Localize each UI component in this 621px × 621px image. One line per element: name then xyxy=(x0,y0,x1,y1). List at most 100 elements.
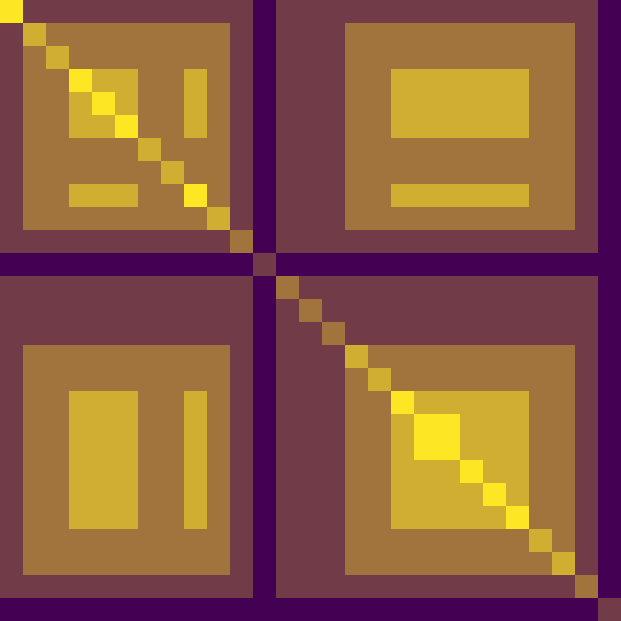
cell xyxy=(437,253,461,277)
cell xyxy=(437,414,461,438)
cell xyxy=(207,207,231,231)
cell xyxy=(46,529,70,553)
cell xyxy=(253,322,277,346)
cell xyxy=(184,161,208,185)
cell xyxy=(184,414,208,438)
cell xyxy=(345,23,369,47)
cells xyxy=(0,0,621,621)
cell xyxy=(23,598,47,621)
cell xyxy=(598,391,621,415)
cell xyxy=(115,391,139,415)
cell xyxy=(391,483,415,507)
cell xyxy=(253,299,277,323)
cell xyxy=(161,69,185,93)
cell xyxy=(460,437,484,461)
cell xyxy=(529,92,553,116)
cell xyxy=(437,437,461,461)
cell xyxy=(414,115,438,139)
cell xyxy=(345,276,369,300)
cell xyxy=(23,391,47,415)
cell xyxy=(391,575,415,599)
cell xyxy=(276,207,300,231)
cell xyxy=(322,529,346,553)
cell xyxy=(69,138,93,162)
cell xyxy=(598,460,621,484)
cell xyxy=(414,46,438,70)
cell xyxy=(23,276,47,300)
cell xyxy=(46,115,70,139)
cell xyxy=(437,460,461,484)
cell xyxy=(322,115,346,139)
cell xyxy=(161,138,185,162)
cell xyxy=(552,391,576,415)
cell xyxy=(414,552,438,576)
cell xyxy=(138,299,162,323)
cell xyxy=(161,598,185,621)
cell xyxy=(391,552,415,576)
cell xyxy=(230,437,254,461)
cell xyxy=(299,368,323,392)
cell xyxy=(529,253,553,277)
cell xyxy=(529,207,553,231)
cell xyxy=(575,460,599,484)
cell xyxy=(460,138,484,162)
cell xyxy=(552,483,576,507)
cell xyxy=(506,322,530,346)
cell xyxy=(69,230,93,254)
cell xyxy=(207,230,231,254)
cell xyxy=(184,230,208,254)
cell xyxy=(115,322,139,346)
cell xyxy=(253,46,277,70)
cell xyxy=(483,529,507,553)
cell xyxy=(460,529,484,553)
cell xyxy=(391,207,415,231)
cell xyxy=(207,460,231,484)
cell xyxy=(115,0,139,24)
cell xyxy=(138,414,162,438)
cell xyxy=(23,0,47,24)
cell xyxy=(598,322,621,346)
cell xyxy=(483,207,507,231)
cell xyxy=(23,138,47,162)
cell xyxy=(368,598,392,621)
cell xyxy=(92,92,116,116)
cell xyxy=(322,575,346,599)
cell xyxy=(230,368,254,392)
cell xyxy=(506,529,530,553)
cell xyxy=(115,575,139,599)
cell xyxy=(161,253,185,277)
cell xyxy=(529,437,553,461)
cell xyxy=(115,506,139,530)
cell xyxy=(115,115,139,139)
cell xyxy=(207,253,231,277)
cell xyxy=(529,391,553,415)
cell xyxy=(575,23,599,47)
cell xyxy=(0,184,24,208)
cell xyxy=(115,437,139,461)
cell xyxy=(506,207,530,231)
cell xyxy=(414,483,438,507)
cell xyxy=(46,207,70,231)
cell xyxy=(207,299,231,323)
cell xyxy=(552,184,576,208)
cell xyxy=(345,161,369,185)
cell xyxy=(253,69,277,93)
cell xyxy=(92,299,116,323)
cell xyxy=(207,276,231,300)
cell xyxy=(529,299,553,323)
cell xyxy=(598,575,621,599)
cell xyxy=(276,230,300,254)
cell xyxy=(345,529,369,553)
cell xyxy=(299,46,323,70)
cell xyxy=(92,414,116,438)
cell xyxy=(253,207,277,231)
cell xyxy=(230,345,254,369)
cell xyxy=(391,391,415,415)
cell xyxy=(552,115,576,139)
cell xyxy=(138,552,162,576)
cell xyxy=(0,23,24,47)
cell xyxy=(322,46,346,70)
cell xyxy=(138,92,162,116)
cell xyxy=(575,368,599,392)
cell xyxy=(437,0,461,24)
